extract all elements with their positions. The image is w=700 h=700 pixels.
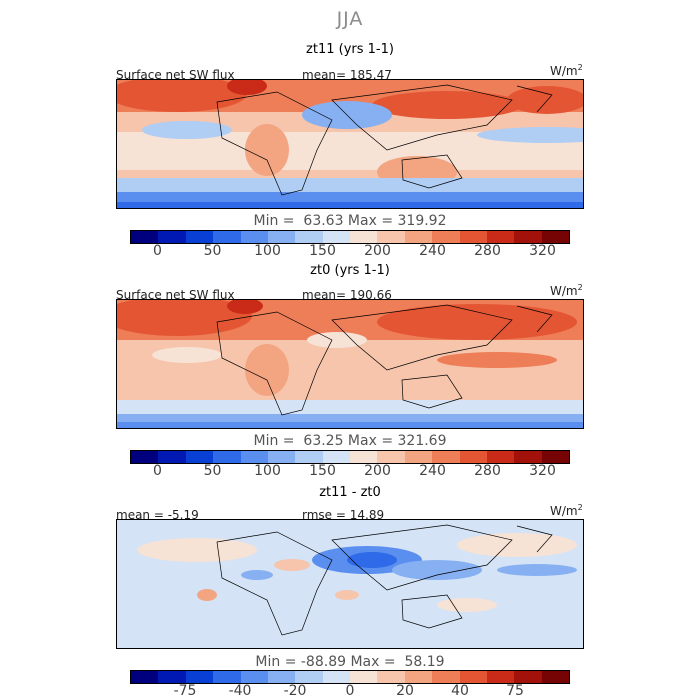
panel3-colorbar-ticks: -75 -40 -20 0 20 40 75 (130, 683, 570, 699)
colorbar-swatch (486, 451, 515, 463)
panel1-map (116, 79, 584, 209)
panel1-mean-label: mean= 185.47 (302, 68, 392, 82)
colorbar-swatch (295, 231, 323, 243)
colorbar-swatch (240, 671, 268, 683)
colorbar-tick-label: 280 (474, 463, 501, 479)
colorbar-tick-label: 50 (203, 463, 222, 479)
panel3-title: zt11 - zt0 (319, 485, 381, 500)
panel3-map (116, 519, 584, 649)
panel3-unit: W/m2 (550, 503, 583, 518)
colorbar-tick-label: 50 (203, 243, 222, 259)
colorbar-swatch (541, 231, 569, 243)
colorbar-tick-label: -20 (283, 683, 307, 699)
colorbar-swatch (267, 451, 296, 463)
colorbar-swatch (213, 451, 241, 463)
colorbar-tick-label: 200 (364, 463, 391, 479)
colorbar-swatch (158, 671, 186, 683)
colorbar-swatch (213, 671, 241, 683)
colorbar-tick-label: 320 (529, 243, 556, 259)
colorbar-swatch (322, 671, 350, 683)
colorbar-tick-label: 200 (364, 243, 391, 259)
colorbar-swatch (404, 451, 433, 463)
panel1-colorbar-ticks: 0 50 100 150 200 240 280 320 (130, 243, 570, 259)
panel3-minmax: Min = -88.89 Max = 58.19 (255, 654, 445, 670)
panel1-minmax: Min = 63.63 Max = 319.92 (253, 213, 447, 229)
panel1-field-label: Surface net SW flux (116, 68, 235, 82)
panel2-map (116, 299, 584, 429)
colorbar-tick-label: 150 (309, 463, 336, 479)
panel3-colorbar (130, 670, 570, 684)
colorbar-swatch (240, 231, 268, 243)
colorbar-swatch (377, 451, 405, 463)
panel3-map-svg (117, 520, 583, 648)
colorbar-swatch (322, 451, 350, 463)
panel1-title: zt11 (yrs 1-1) (306, 42, 394, 57)
colorbar-tick-label: 240 (419, 463, 446, 479)
colorbar-tick-label: -75 (173, 683, 197, 699)
season-title: JJA (336, 8, 364, 30)
colorbar-swatch (158, 231, 186, 243)
panel2-minmax: Min = 63.25 Max = 321.69 (253, 433, 447, 449)
colorbar-swatch (432, 451, 460, 463)
colorbar-tick-label: 40 (451, 683, 469, 699)
colorbar-swatch (486, 231, 515, 243)
colorbar-tick-label: 280 (474, 243, 501, 259)
colorbar-swatch (459, 671, 487, 683)
colorbar-swatch (486, 671, 515, 683)
panel1-map-svg (117, 80, 583, 208)
colorbar-swatch (267, 671, 296, 683)
colorbar-swatch (295, 451, 323, 463)
colorbar-swatch (377, 231, 405, 243)
colorbar-swatch (131, 231, 159, 243)
panel2-colorbar (130, 450, 570, 464)
colorbar-tick-label: 20 (396, 683, 414, 699)
colorbar-swatch (459, 451, 487, 463)
colorbar-swatch (514, 451, 542, 463)
colorbar-swatch (240, 451, 268, 463)
panel3-rmse-label: rmse = 14.89 (302, 508, 385, 522)
colorbar-swatch (350, 451, 378, 463)
colorbar-tick-label: 0 (345, 683, 355, 699)
colorbar-swatch (432, 671, 460, 683)
colorbar-swatch (213, 231, 241, 243)
colorbar-swatch (459, 231, 487, 243)
colorbar-swatch (404, 231, 433, 243)
colorbar-swatch (131, 451, 159, 463)
colorbar-tick-label: 0 (153, 463, 162, 479)
colorbar-tick-label: 150 (309, 243, 336, 259)
colorbar-swatch (432, 231, 460, 243)
colorbar-swatch (131, 671, 159, 683)
colorbar-tick-label: 0 (153, 243, 162, 259)
colorbar-swatch (185, 231, 214, 243)
panel2-mean-label: mean= 190.66 (302, 288, 392, 302)
panel3-mean-label: mean = -5.19 (116, 508, 199, 522)
colorbar-swatch (158, 451, 186, 463)
colorbar-swatch (377, 671, 405, 683)
colorbar-swatch (404, 671, 433, 683)
colorbar-tick-label: 100 (254, 463, 281, 479)
panel2-colorbar-ticks: 0 50 100 150 200 240 280 320 (130, 463, 570, 479)
colorbar-swatch (267, 231, 296, 243)
colorbar-swatch (541, 671, 569, 683)
panel2-unit: W/m2 (550, 283, 583, 298)
colorbar-swatch (295, 671, 323, 683)
colorbar-swatch (322, 231, 350, 243)
panel2-field-label: Surface net SW flux (116, 288, 235, 302)
colorbar-swatch (514, 231, 542, 243)
colorbar-tick-label: -40 (228, 683, 252, 699)
colorbar-swatch (185, 451, 214, 463)
panel2-map-svg (117, 300, 583, 428)
panel1-colorbar (130, 230, 570, 244)
panel1-unit: W/m2 (550, 63, 583, 78)
colorbar-swatch (350, 231, 378, 243)
colorbar-swatch (514, 671, 542, 683)
colorbar-swatch (541, 451, 569, 463)
colorbar-swatch (185, 671, 214, 683)
panel2-title: zt0 (yrs 1-1) (310, 263, 390, 278)
colorbar-tick-label: 100 (254, 243, 281, 259)
colorbar-tick-label: 75 (506, 683, 524, 699)
colorbar-tick-label: 320 (529, 463, 556, 479)
colorbar-tick-label: 240 (419, 243, 446, 259)
colorbar-swatch (350, 671, 378, 683)
